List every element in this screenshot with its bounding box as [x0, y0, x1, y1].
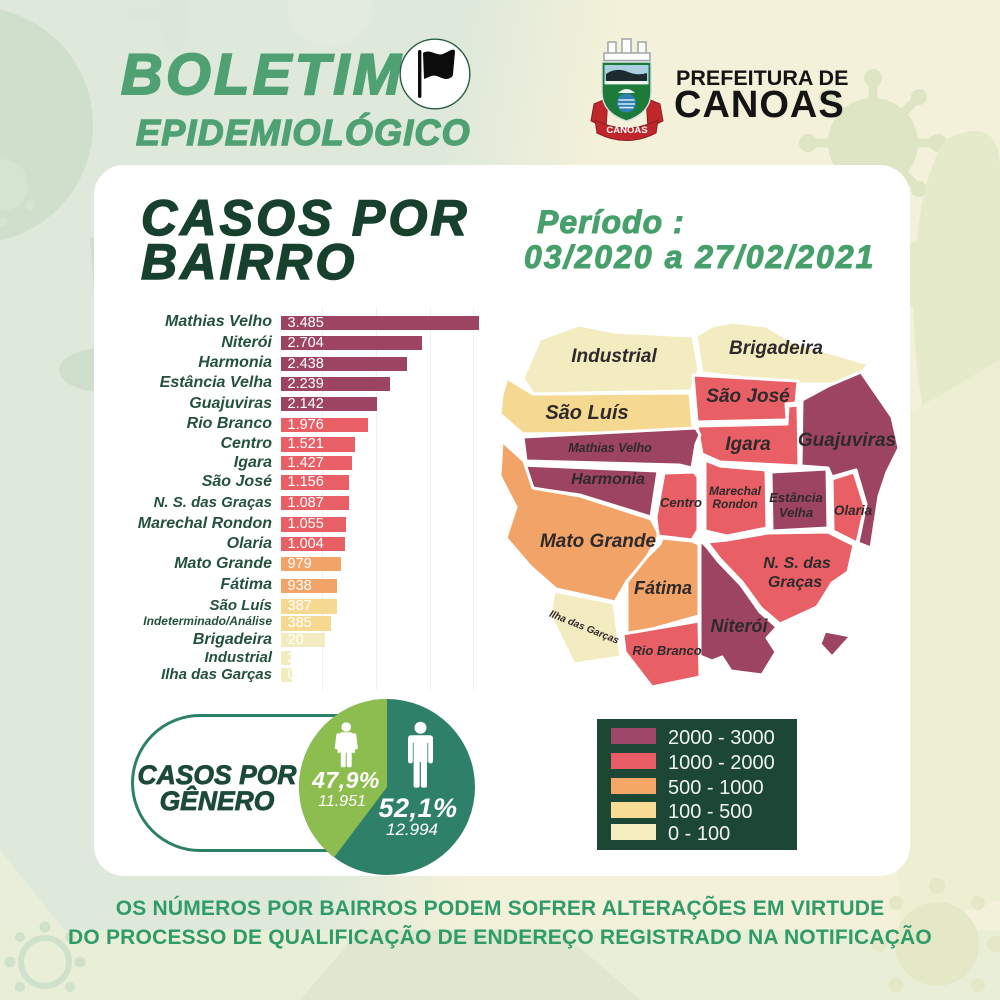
- svg-text:N. S. das: N. S. das: [763, 555, 831, 572]
- svg-text:47,9%: 47,9%: [311, 767, 380, 793]
- svg-text:52,1%: 52,1%: [378, 793, 457, 823]
- svg-text:Mathias Velho: Mathias Velho: [568, 441, 652, 455]
- svg-text:0 - 100: 0 - 100: [668, 823, 730, 845]
- svg-text:Harmonia: Harmonia: [571, 471, 645, 488]
- svg-text:Mato Grande: Mato Grande: [540, 531, 657, 552]
- svg-text:Niterói: Niterói: [710, 616, 768, 636]
- svg-text:São Luís: São Luís: [545, 402, 628, 424]
- svg-text:Estância: Estância: [769, 490, 822, 505]
- svg-text:São José: São José: [706, 386, 790, 407]
- svg-text:Centro: Centro: [660, 495, 702, 510]
- svg-text:Velha: Velha: [779, 505, 813, 520]
- svg-text:Rio Branco: Rio Branco: [632, 643, 701, 658]
- svg-text:500 - 1000: 500 - 1000: [668, 777, 764, 799]
- svg-text:Fátima: Fátima: [634, 578, 692, 598]
- svg-text:100 - 500: 100 - 500: [668, 801, 753, 823]
- svg-text:12.994: 12.994: [386, 820, 438, 839]
- svg-text:Rondon: Rondon: [712, 497, 757, 511]
- svg-text:Graças: Graças: [768, 574, 822, 591]
- svg-text:11.951: 11.951: [318, 793, 366, 810]
- svg-text:2000 - 3000: 2000 - 3000: [668, 727, 775, 749]
- svg-text:Igara: Igara: [725, 434, 771, 455]
- svg-text:Olaria: Olaria: [834, 503, 873, 518]
- svg-text:Industrial: Industrial: [571, 346, 657, 367]
- svg-text:Brigadeira: Brigadeira: [729, 338, 823, 359]
- svg-text:1000 - 2000: 1000 - 2000: [668, 752, 775, 774]
- svg-text:Marechal: Marechal: [709, 484, 762, 498]
- svg-text:Guajuviras: Guajuviras: [798, 430, 896, 451]
- svg-text:CANOAS: CANOAS: [606, 125, 647, 136]
